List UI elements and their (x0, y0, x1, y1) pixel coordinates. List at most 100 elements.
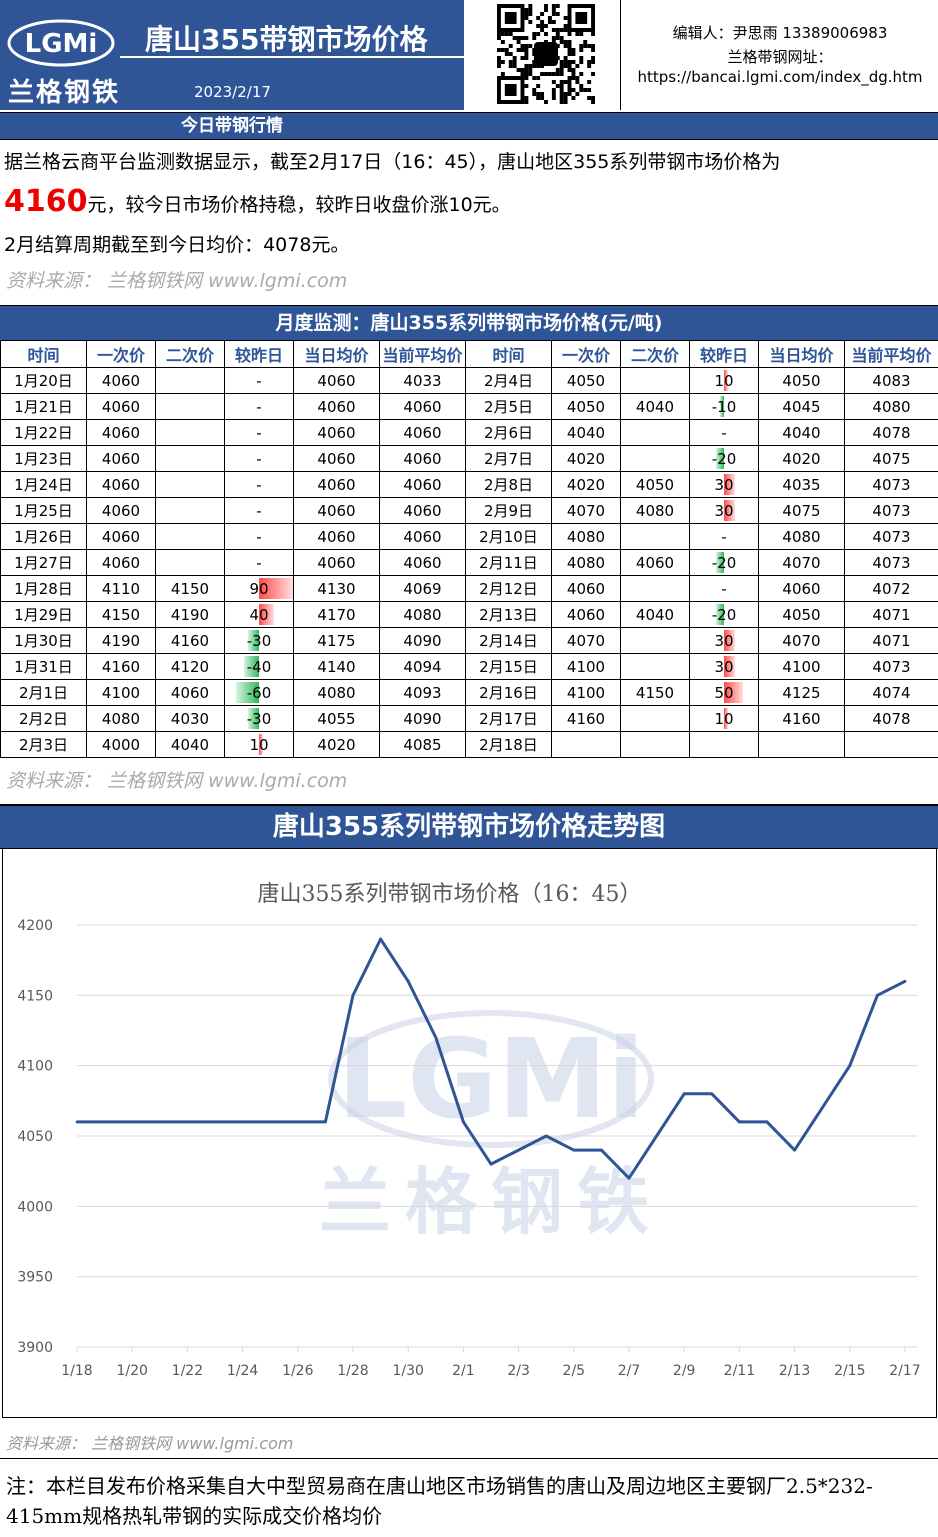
table-cell: 4060 (87, 472, 156, 498)
table-cell: 4075 (759, 498, 845, 524)
table-cell: 4060 (552, 602, 621, 628)
change-value: 40 (249, 606, 268, 624)
table-cell: 4035 (759, 472, 845, 498)
table-cell: 4078 (845, 706, 938, 732)
x-tick-label: 1/30 (392, 1363, 423, 1379)
table-cell: 1月25日 (1, 498, 87, 524)
table-cell: 4080 (759, 524, 845, 550)
table-cell: - (690, 420, 759, 446)
data-point (600, 1149, 603, 1152)
table-cell: 4060 (87, 420, 156, 446)
table-cell: - (225, 446, 294, 472)
table-cell (621, 368, 690, 394)
table-cell: 4020 (552, 446, 621, 472)
table-cell: 1月23日 (1, 446, 87, 472)
source-note: 资料来源： 兰格钢铁网 www.lgmi.com (6, 266, 347, 293)
change-cell: -30 (225, 706, 294, 732)
x-tick-label: 2/5 (563, 1363, 586, 1379)
table-cell: 2月8日 (466, 472, 552, 498)
x-tick-label: 1/26 (282, 1363, 314, 1379)
column-header: 时间 (466, 341, 552, 368)
table-cell: 4100 (552, 654, 621, 680)
column-header: 较昨日 (225, 341, 294, 368)
editor-info: 编辑人：尹思雨 13389006983 (621, 22, 938, 43)
table-cell (156, 420, 225, 446)
table-header-row: 时间一次价二次价较昨日当日均价当前平均价时间一次价二次价较昨日当日均价当前平均价 (1, 341, 938, 368)
table-cell: 4075 (845, 446, 938, 472)
table-cell: 4073 (845, 498, 938, 524)
table-cell: 4060 (380, 394, 466, 420)
table-cell: 2月9日 (466, 498, 552, 524)
column-header: 二次价 (621, 341, 690, 368)
table-cell: - (225, 472, 294, 498)
table-cell (621, 654, 690, 680)
table-cell (621, 576, 690, 602)
header-contact: 编辑人：尹思雨 13389006983 兰格带钢网址： https://banc… (620, 0, 938, 110)
footnote-text: 注：本栏目发布价格采集自大中型贸易商在唐山地区市场销售的唐山及周边地区主要钢厂2… (6, 1471, 932, 1531)
table-cell: 2月10日 (466, 524, 552, 550)
table-cell: 4030 (156, 706, 225, 732)
table-cell: 4072 (845, 576, 938, 602)
table-cell (156, 394, 225, 420)
table-cell: 4190 (87, 628, 156, 654)
today-section-header: 今日带钢行情 (0, 112, 938, 140)
table-cell: 4130 (294, 576, 380, 602)
change-value: 10 (249, 736, 268, 754)
table-cell: 4060 (87, 550, 156, 576)
table-cell (156, 550, 225, 576)
table-cell (759, 732, 845, 758)
summary-line-2-text: 元，较今日市场价格持稳，较昨日收盘价涨10元。 (88, 194, 511, 216)
qr-code-icon[interactable] (497, 4, 595, 104)
table-cell: 4080 (552, 550, 621, 576)
change-value: -20 (712, 554, 737, 572)
table-cell: 4040 (621, 394, 690, 420)
table-cell: 4020 (294, 732, 380, 758)
monthly-price-table: 时间一次价二次价较昨日当日均价当前平均价时间一次价二次价较昨日当日均价当前平均价… (0, 340, 938, 758)
table-cell: 4060 (294, 472, 380, 498)
table-cell: 4060 (156, 680, 225, 706)
footnote-box: 注：本栏目发布价格采集自大中型贸易商在唐山地区市场销售的唐山及周边地区主要钢厂2… (0, 1458, 938, 1537)
table-cell (156, 524, 225, 550)
chart-source-note: 资料来源： 兰格钢铁网 www.lgmi.com (6, 1430, 293, 1454)
table-cell: 4060 (294, 368, 380, 394)
table-cell (621, 420, 690, 446)
table-cell: 2月17日 (466, 706, 552, 732)
data-point (131, 1121, 134, 1124)
change-cell: 30 (690, 472, 759, 498)
title-underline (120, 56, 464, 58)
table-cell: 4080 (552, 524, 621, 550)
data-point (352, 994, 355, 997)
table-cell: 4060 (380, 524, 466, 550)
data-point (876, 994, 879, 997)
site-url-link[interactable]: https://bancai.lgmi.com/index_dg.htm (621, 68, 938, 86)
table-cell: 4060 (380, 472, 466, 498)
table-cell (621, 628, 690, 654)
site-label: 兰格带钢网址： (621, 46, 938, 67)
change-value: 30 (714, 476, 733, 494)
x-tick-label: 2/7 (618, 1363, 641, 1379)
column-header: 当前平均价 (845, 341, 938, 368)
table-cell: - (225, 394, 294, 420)
change-cell: -20 (690, 446, 759, 472)
table-cell (621, 524, 690, 550)
table-cell: 2月18日 (466, 732, 552, 758)
table-cell: 4150 (621, 680, 690, 706)
y-tick-label: 4150 (17, 988, 53, 1004)
table-cell: 2月12日 (466, 576, 552, 602)
table-cell (156, 368, 225, 394)
column-header: 当日均价 (294, 341, 380, 368)
table-cell: 1月22日 (1, 420, 87, 446)
change-value: -30 (247, 632, 272, 650)
brand-name: 兰格钢铁 (8, 72, 120, 109)
data-point (655, 1135, 658, 1138)
table-cell (621, 706, 690, 732)
table-cell: 1月21日 (1, 394, 87, 420)
